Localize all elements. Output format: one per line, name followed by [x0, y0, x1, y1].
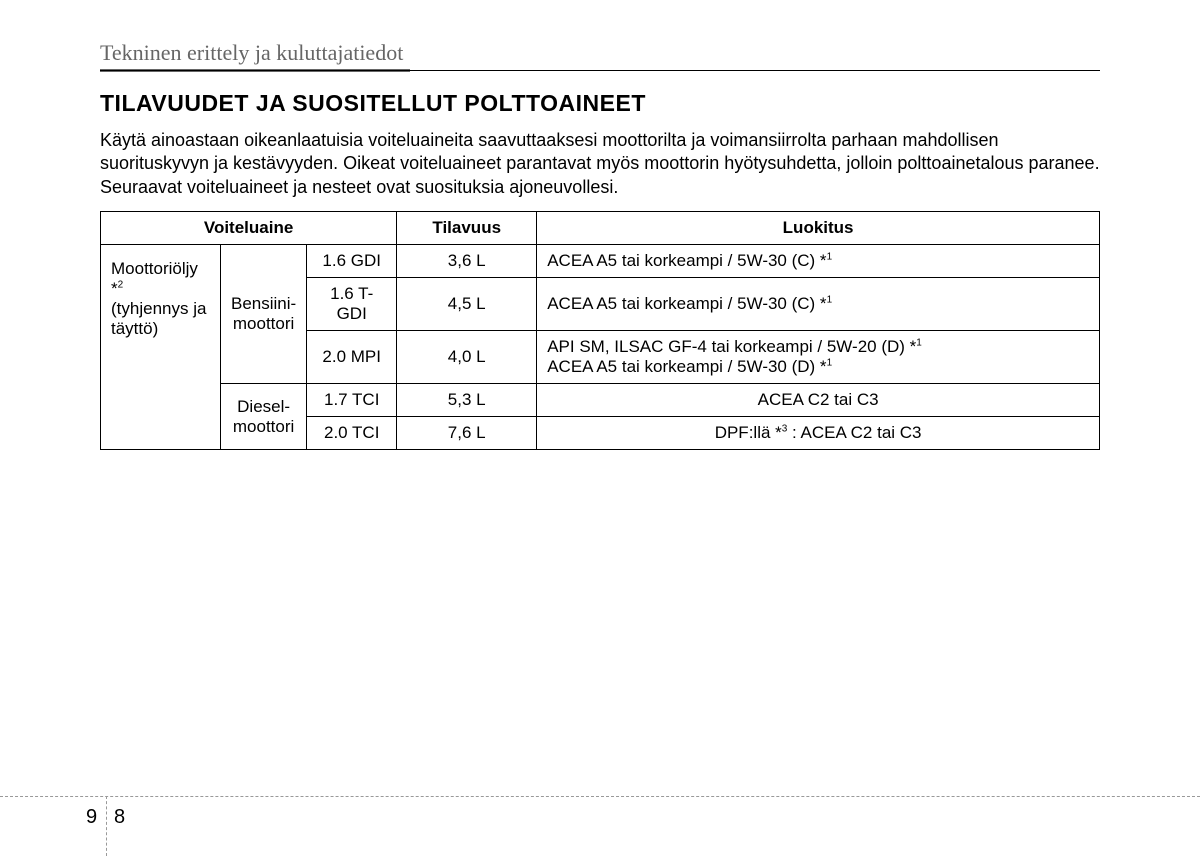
engine-oil-sub: (tyhjennys ja täyttö) — [111, 299, 206, 338]
class-text: ACEA A5 tai korkeampi / 5W-30 (C) * — [547, 251, 826, 270]
cell-volume: 4,0 L — [397, 331, 537, 384]
page-footer: 9 8 — [0, 796, 1200, 836]
class-text: ACEA A5 tai korkeampi / 5W-30 (C) * — [547, 294, 826, 313]
footer-dashed-horizontal — [0, 796, 1200, 797]
col-volume: Tilavuus — [397, 212, 537, 245]
col-classification: Luokitus — [537, 212, 1100, 245]
class-sup: 1 — [827, 358, 833, 369]
cell-class: ACEA C2 tai C3 — [537, 384, 1100, 417]
cell-engine: 1.6 T-GDI — [307, 278, 397, 331]
page-number-section: 9 — [86, 806, 97, 829]
cell-class: DPF:llä *3 : ACEA C2 tai C3 — [537, 417, 1100, 450]
cell-class: ACEA A5 tai korkeampi / 5W-30 (C) *1 — [537, 245, 1100, 278]
cell-engine: 1.7 TCI — [307, 384, 397, 417]
cell-volume: 4,5 L — [397, 278, 537, 331]
cell-class: API SM, ILSAC GF-4 tai korkeampi / 5W-20… — [537, 331, 1100, 384]
cell-engine-oil: Moottoriöljy *2 (tyhjennys ja täyttö) — [101, 245, 221, 450]
footer-dashed-vertical — [106, 796, 107, 856]
class-text: ACEA A5 tai korkeampi / 5W-30 (D) * — [547, 357, 826, 376]
col-lubricant: Voiteluaine — [101, 212, 397, 245]
document-page: Tekninen erittely ja kuluttajatiedot TIL… — [0, 0, 1200, 856]
cell-class: ACEA A5 tai korkeampi / 5W-30 (C) *1 — [537, 278, 1100, 331]
table-row: Moottoriöljy *2 (tyhjennys ja täyttö) Be… — [101, 245, 1100, 278]
spec-table: Voiteluaine Tilavuus Luokitus Moottoriöl… — [100, 211, 1100, 450]
cell-volume: 5,3 L — [397, 384, 537, 417]
cell-engine: 2.0 TCI — [307, 417, 397, 450]
table-row: Diesel-moottori 1.7 TCI 5,3 L ACEA C2 ta… — [101, 384, 1100, 417]
cell-petrol: Bensiini-moottori — [221, 245, 307, 384]
class-sup: 1 — [916, 338, 922, 349]
class-text: : ACEA C2 tai C3 — [787, 423, 921, 442]
page-number: 8 — [114, 806, 125, 829]
class-sup: 1 — [827, 252, 833, 263]
class-text: API SM, ILSAC GF-4 tai korkeampi / 5W-20… — [547, 337, 916, 356]
running-head: Tekninen erittely ja kuluttajatiedot — [100, 40, 1100, 72]
class-sup: 1 — [827, 295, 833, 306]
table-header-row: Voiteluaine Tilavuus Luokitus — [101, 212, 1100, 245]
engine-oil-sup: 2 — [118, 280, 124, 291]
cell-volume: 7,6 L — [397, 417, 537, 450]
cell-engine: 1.6 GDI — [307, 245, 397, 278]
cell-volume: 3,6 L — [397, 245, 537, 278]
class-text: DPF:llä * — [715, 423, 782, 442]
cell-engine: 2.0 MPI — [307, 331, 397, 384]
header-rule — [100, 70, 1100, 71]
section-title: TILAVUUDET JA SUOSITELLUT POLTTOAINEET — [100, 90, 1100, 117]
cell-diesel: Diesel-moottori — [221, 384, 307, 450]
engine-oil-label: Moottoriöljy * — [111, 259, 198, 298]
intro-paragraph: Käytä ainoastaan oikeanlaatuisia voitelu… — [100, 129, 1100, 199]
